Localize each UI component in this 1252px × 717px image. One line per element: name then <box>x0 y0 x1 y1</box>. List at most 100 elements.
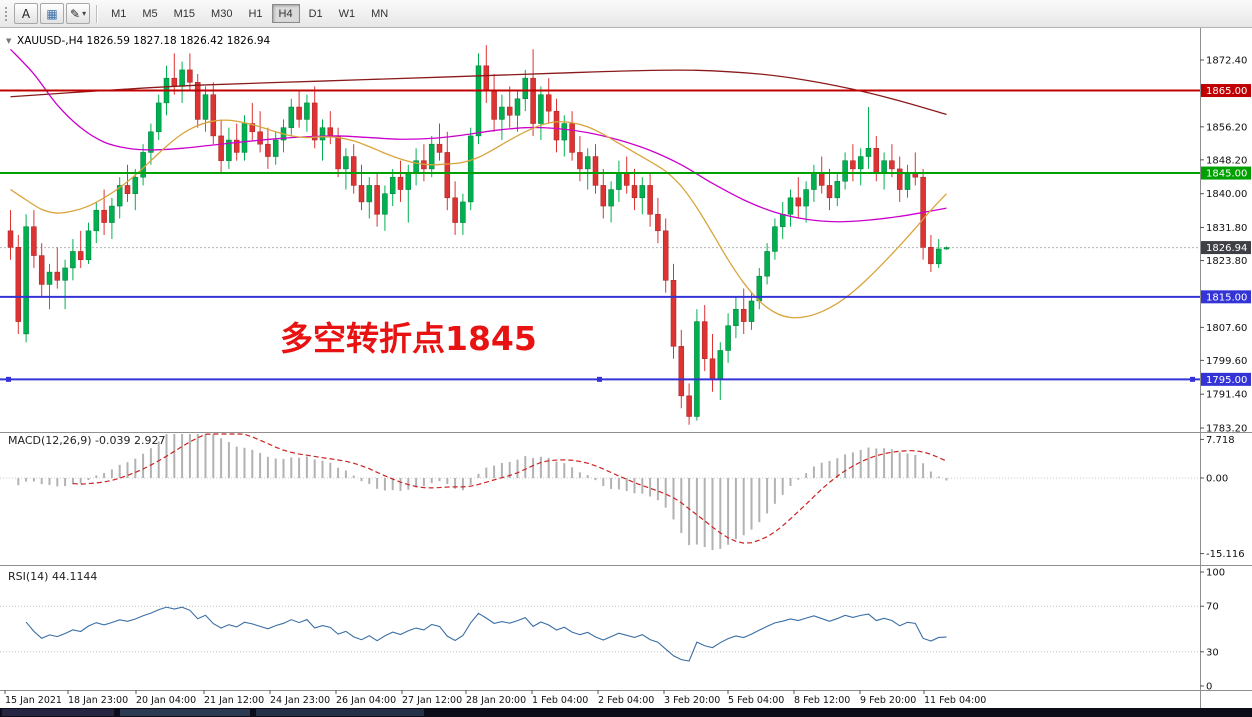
tf-m30-button[interactable]: M30 <box>204 4 239 23</box>
chart-title: XAUUSD-,H4 1826.59 1827.18 1826.42 1826.… <box>17 35 271 47</box>
tf-m1-button[interactable]: M1 <box>104 4 133 23</box>
candle-body <box>772 226 778 252</box>
current-price-badge <box>1201 241 1251 255</box>
object-tool-button[interactable]: ▦ <box>40 3 64 24</box>
candle-body <box>725 325 731 351</box>
time-label: 9 Feb 20:00 <box>860 695 916 706</box>
price-level-badge-text: 1795.00 <box>1206 375 1247 386</box>
candle-body <box>194 82 201 120</box>
candle-body <box>795 197 802 207</box>
macd-histogram <box>17 434 948 551</box>
candle-body <box>577 152 583 170</box>
candle-body <box>38 255 45 285</box>
candle-body <box>233 139 240 153</box>
candle-body <box>226 139 232 161</box>
candle-body <box>366 185 373 203</box>
candle-body <box>928 247 934 265</box>
candle-body <box>623 172 630 186</box>
price-label-1783.20: 1783.20 <box>1206 424 1247 435</box>
candle-body <box>132 176 139 194</box>
tf-m5-button[interactable]: M5 <box>135 4 164 23</box>
candle-body <box>545 94 552 112</box>
candle-body <box>865 148 872 157</box>
candle-body <box>265 143 271 157</box>
tf-m15-button[interactable]: M15 <box>167 4 202 23</box>
candle-body <box>701 321 708 359</box>
candle-body <box>350 156 357 186</box>
candle-body <box>779 214 786 227</box>
candle-body <box>670 280 677 347</box>
candle-body <box>943 247 950 250</box>
price-axis-gutter[interactable] <box>1201 28 1252 708</box>
cursor-tool-button[interactable]: A <box>14 3 38 24</box>
candle-body <box>304 102 310 120</box>
candle-body <box>467 135 474 203</box>
chart-canvas[interactable]: 多空转折点1845 ▼ XAUUSD-,H4 1826.59 1827.18 182… <box>0 28 1252 708</box>
candle-body <box>241 123 248 153</box>
candle-body <box>530 77 536 124</box>
taskbar-item[interactable] <box>120 709 250 716</box>
time-label: 5 Feb 04:00 <box>728 695 784 706</box>
candle-body <box>85 230 92 260</box>
tf-h4-button[interactable]: H4 <box>271 4 300 23</box>
timeframe-bar: M1 M5 M15 M30 H1 H4 D1 W1 MN <box>103 4 396 23</box>
price-label-1823.80: 1823.80 <box>1206 256 1247 267</box>
rsi-axis-label-0: 0 <box>1206 682 1212 693</box>
price-label-1856.20: 1856.20 <box>1206 122 1247 133</box>
candle-body <box>23 226 29 335</box>
time-label: 15 Jan 2021 <box>5 695 62 706</box>
candle-body <box>155 102 162 133</box>
candle-body <box>694 321 700 417</box>
candle-body <box>218 135 224 161</box>
collapse-icon[interactable]: ▼ <box>6 37 12 45</box>
rsi-label: RSI(14) 44.1144 <box>8 570 97 583</box>
candle-body <box>109 205 115 223</box>
dropdown-arrow-icon: ▾ <box>82 9 87 18</box>
toolbar-grip[interactable] <box>4 4 9 23</box>
tf-w1-button[interactable]: W1 <box>332 4 363 23</box>
candle-body <box>834 181 841 199</box>
hline-handle[interactable] <box>1190 376 1195 382</box>
candle-body <box>444 152 451 199</box>
candle-body <box>405 172 412 190</box>
time-label: 24 Jan 23:00 <box>270 695 330 706</box>
price-label-1848.20: 1848.20 <box>1206 155 1247 166</box>
object-tool-icon: ▦ <box>46 6 58 21</box>
candle-body <box>428 143 435 170</box>
hline-handle[interactable] <box>597 376 602 382</box>
ma-mid <box>10 48 947 223</box>
candle-body <box>272 139 279 157</box>
candle-body <box>569 123 575 153</box>
candle-body <box>857 156 864 170</box>
time-label: 8 Feb 12:00 <box>794 695 850 706</box>
candle-body <box>608 189 614 207</box>
macd-axis-label-0.00: 0.00 <box>1206 474 1228 485</box>
macd-signal-line <box>72 433 947 544</box>
candle-body <box>389 176 396 194</box>
candlestick-series[interactable] <box>7 45 950 425</box>
candle-body <box>374 185 380 215</box>
price-label-1872.40: 1872.40 <box>1206 56 1247 67</box>
tf-h1-button[interactable]: H1 <box>241 4 269 23</box>
candle-body <box>436 143 443 153</box>
chart-background <box>0 28 1252 708</box>
draw-tool-button[interactable]: ✎ ▾ <box>66 3 91 24</box>
hline-handle[interactable] <box>6 376 11 382</box>
tf-d1-button[interactable]: D1 <box>302 4 330 23</box>
candle-body <box>296 106 302 120</box>
candle-body <box>764 251 770 277</box>
taskbar-item[interactable] <box>2 709 114 716</box>
candle-body <box>740 308 747 322</box>
candle-body <box>171 77 178 87</box>
candle-body <box>343 156 349 170</box>
candle-body <box>748 300 755 322</box>
price-level-badge-text: 1815.00 <box>1206 292 1247 303</box>
time-label: 26 Jan 04:00 <box>336 695 396 706</box>
taskbar-item[interactable] <box>256 709 424 716</box>
chart-annotation-text[interactable]: 多空转折点1845 <box>280 319 537 358</box>
candle-body <box>7 230 14 248</box>
candle-body <box>46 271 53 285</box>
candle-body <box>311 102 318 141</box>
tf-mn-button[interactable]: MN <box>364 4 395 23</box>
time-axis[interactable]: 15 Jan 2021 18 Jan 23:00 20 Jan 04:00 21 Ja… <box>4 690 986 706</box>
